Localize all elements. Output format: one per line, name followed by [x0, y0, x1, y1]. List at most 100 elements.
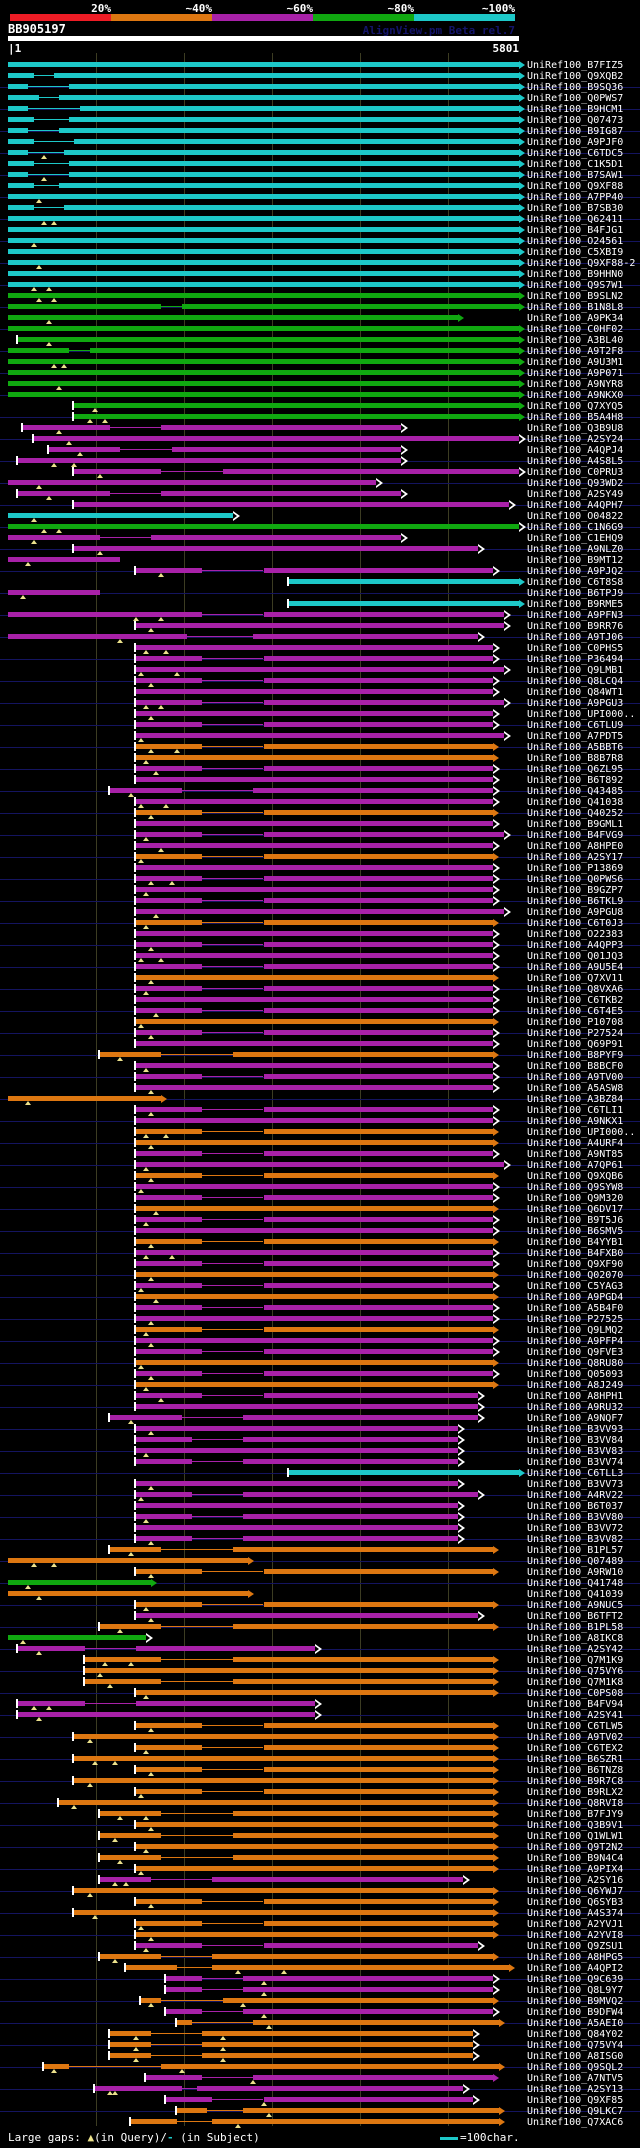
alignment-bar[interactable] — [202, 900, 264, 901]
alignment-bar[interactable] — [202, 1285, 264, 1286]
alignment-bar[interactable] — [202, 1395, 264, 1396]
alignment-bar[interactable] — [135, 1426, 458, 1431]
alignment-bar[interactable] — [8, 1635, 146, 1640]
alignment-bar[interactable] — [202, 944, 264, 945]
hit-label[interactable]: UniRef100_B3VV74 — [527, 1457, 624, 1468]
hit-label[interactable]: UniRef100_Q3B9V1 — [527, 1820, 624, 1831]
hit-label[interactable]: UniRef100_C5XBI9 — [527, 247, 624, 258]
hit-label[interactable]: UniRef100_A9TV00 — [527, 1072, 624, 1083]
alignment-bar[interactable] — [8, 95, 39, 100]
hit-label[interactable]: UniRef100_A4QPH7 — [527, 500, 624, 511]
hit-label[interactable]: UniRef100_Q9FVE3 — [527, 1347, 624, 1358]
hit-label[interactable]: UniRef100_A9NUC5 — [527, 1600, 624, 1611]
alignment-bar[interactable] — [74, 139, 519, 144]
alignment-bar[interactable] — [18, 1646, 85, 1651]
hit-label[interactable]: UniRef100_C6TDC5 — [527, 148, 624, 159]
hit-label[interactable]: UniRef100_Q41038 — [527, 797, 624, 808]
alignment-bar[interactable] — [135, 678, 203, 683]
alignment-bar[interactable] — [8, 183, 34, 188]
hit-label[interactable]: UniRef100_C6TLI1 — [527, 1105, 624, 1116]
alignment-bar[interactable] — [99, 1954, 162, 1959]
alignment-bar[interactable] — [263, 1261, 494, 1266]
alignment-bar[interactable] — [135, 1184, 494, 1189]
hit-label[interactable]: UniRef100_B9N4C4 — [527, 1853, 624, 1864]
hit-label[interactable]: UniRef100_C1K5D1 — [527, 159, 624, 170]
alignment-bar[interactable] — [145, 2075, 203, 2080]
alignment-bar[interactable] — [202, 1307, 264, 1308]
hit-label[interactable]: UniRef100_Q8L9Y7 — [527, 1985, 624, 1996]
alignment-bar[interactable] — [135, 1943, 203, 1948]
alignment-bar[interactable] — [135, 1503, 458, 1508]
hit-label[interactable]: UniRef100_Q7XV11 — [527, 973, 624, 984]
hit-label[interactable]: UniRef100_B3VV73 — [527, 1479, 624, 1490]
alignment-bar[interactable] — [59, 183, 519, 188]
alignment-bar[interactable] — [232, 1855, 494, 1860]
hit-label[interactable]: UniRef100_A2YVI8 — [527, 1930, 624, 1941]
alignment-bar[interactable] — [135, 1613, 479, 1618]
alignment-bar[interactable] — [166, 2009, 203, 2014]
alignment-bar[interactable] — [110, 493, 162, 494]
alignment-bar[interactable] — [263, 1305, 494, 1310]
alignment-bar[interactable] — [8, 227, 519, 232]
alignment-bar[interactable] — [263, 1899, 494, 1904]
alignment-bar[interactable] — [135, 1151, 203, 1156]
alignment-bar[interactable] — [253, 788, 494, 793]
alignment-bar[interactable] — [161, 425, 402, 430]
alignment-bar[interactable] — [8, 304, 162, 309]
alignment-bar[interactable] — [202, 1604, 264, 1605]
alignment-bar[interactable] — [28, 108, 80, 109]
hit-label[interactable]: UniRef100_A9RW10 — [527, 1567, 624, 1578]
hit-label[interactable]: UniRef100_A3BZ84 — [527, 1094, 624, 1105]
hit-label[interactable]: UniRef100_A8J249 — [527, 1380, 624, 1391]
alignment-bar[interactable] — [38, 97, 60, 98]
hit-label[interactable]: UniRef100_B9GZP7 — [527, 885, 624, 896]
alignment-bar[interactable] — [110, 2053, 152, 2058]
alignment-bar[interactable] — [263, 832, 504, 837]
alignment-bar[interactable] — [135, 1085, 494, 1090]
hit-label[interactable]: UniRef100_Q9XF88 — [527, 181, 624, 192]
hit-label[interactable]: UniRef100_A8HPG5 — [527, 1952, 624, 1963]
hit-label[interactable]: UniRef100_B8PYF9 — [527, 1050, 624, 1061]
alignment-bar[interactable] — [8, 513, 233, 518]
alignment-bar[interactable] — [202, 1571, 264, 1572]
alignment-bar[interactable] — [99, 1877, 152, 1882]
hit-label[interactable]: UniRef100_B4FVG9 — [527, 830, 624, 841]
alignment-bar[interactable] — [28, 152, 65, 153]
alignment-bar[interactable] — [8, 1580, 152, 1585]
hit-label[interactable]: UniRef100_A2YVJ1 — [527, 1919, 624, 1930]
alignment-bar[interactable] — [8, 590, 100, 595]
hit-label[interactable]: UniRef100_C0PS08 — [527, 1688, 624, 1699]
hit-label[interactable]: UniRef100_B6T892 — [527, 775, 624, 786]
hit-label[interactable]: UniRef100_A9P071 — [527, 368, 624, 379]
hit-label[interactable]: UniRef100_P36494 — [527, 654, 624, 665]
hit-label[interactable]: UniRef100_O04822 — [527, 511, 624, 522]
hit-label[interactable]: UniRef100_A4QPI2 — [527, 1963, 624, 1974]
alignment-bar[interactable] — [110, 2042, 152, 2047]
alignment-bar[interactable] — [263, 1283, 494, 1288]
alignment-bar[interactable] — [151, 2033, 203, 2034]
alignment-bar[interactable] — [135, 1261, 203, 1266]
hit-label[interactable]: UniRef100_B4FV94 — [527, 1699, 624, 1710]
alignment-bar[interactable] — [8, 315, 458, 320]
alignment-bar[interactable] — [59, 95, 519, 100]
alignment-bar[interactable] — [135, 1294, 494, 1299]
alignment-bar[interactable] — [18, 337, 519, 342]
hit-label[interactable]: UniRef100_A9PJQ2 — [527, 566, 624, 577]
hit-label[interactable]: UniRef100_B3VV72 — [527, 1523, 624, 1534]
hit-label[interactable]: UniRef100_Q43485 — [527, 786, 624, 797]
alignment-bar[interactable] — [130, 2119, 177, 2124]
alignment-bar[interactable] — [135, 997, 494, 1002]
hit-label[interactable]: UniRef100_C6TLW5 — [527, 1721, 624, 1732]
alignment-bar[interactable] — [166, 2097, 213, 2102]
hit-label[interactable]: UniRef100_C6T4E5 — [527, 1006, 624, 1017]
alignment-bar[interactable] — [202, 1175, 264, 1176]
alignment-bar[interactable] — [263, 1602, 494, 1607]
alignment-bar[interactable] — [135, 821, 494, 826]
hit-label[interactable]: UniRef100_A9NKX0 — [527, 390, 624, 401]
hit-label[interactable]: UniRef100_A9NT85 — [527, 1149, 624, 1160]
alignment-bar[interactable] — [202, 1978, 244, 1979]
hit-label[interactable]: UniRef100_Q9ZSU1 — [527, 1941, 624, 1952]
alignment-bar[interactable] — [202, 1747, 264, 1748]
alignment-bar[interactable] — [263, 1569, 494, 1574]
alignment-bar[interactable] — [135, 1107, 203, 1112]
